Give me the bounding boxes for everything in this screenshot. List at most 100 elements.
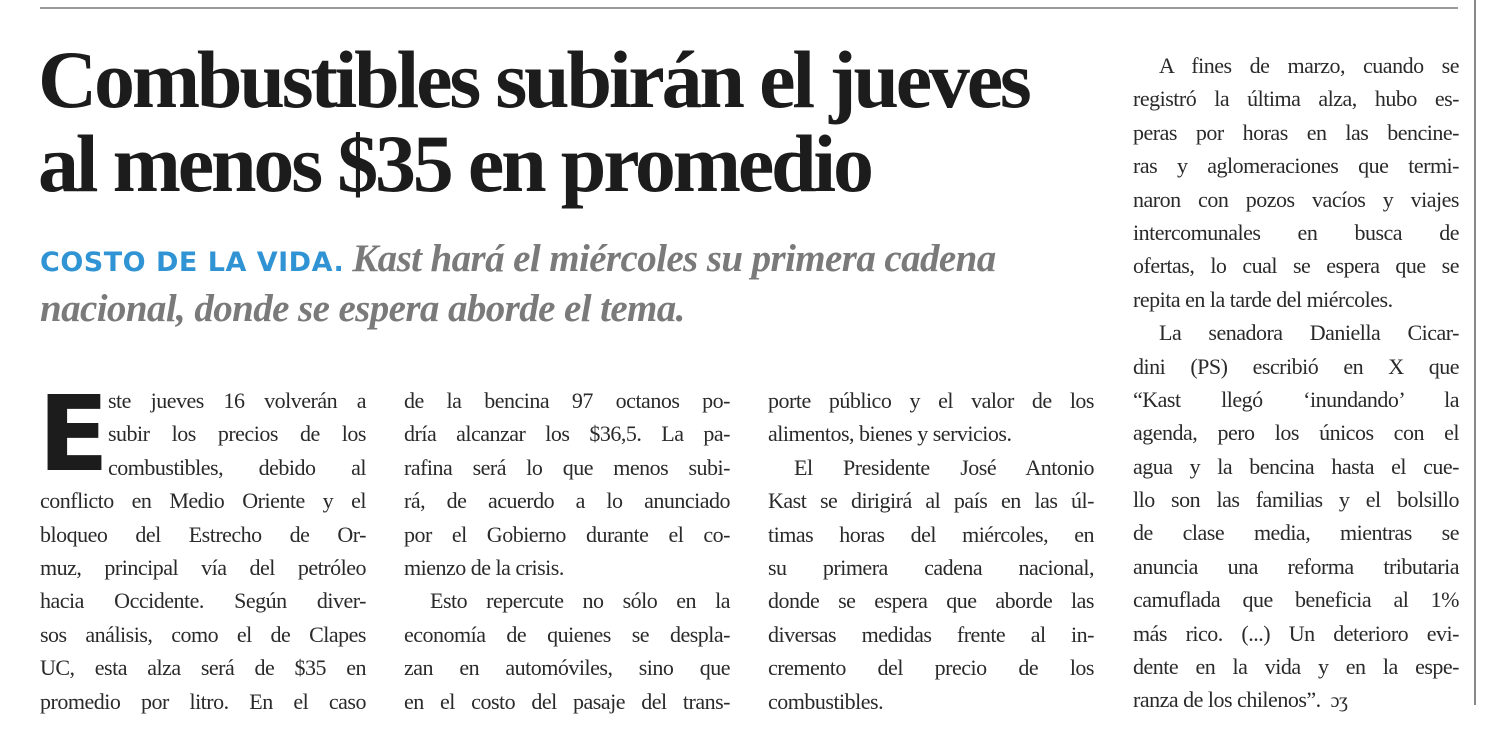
article-line: repita en la tarde del miércoles. (1133, 283, 1459, 316)
article-line: diversas medidas frente al in- (768, 618, 1095, 651)
article-line: sos análisis, como el de Clapes (40, 618, 367, 651)
article-line: anuncia una reforma tributaria (1133, 550, 1460, 583)
article-line-text: muz, principal vía del petróleo (40, 554, 367, 580)
headline-line-1: Combustibles subirán el jueves (38, 34, 1032, 125)
article-line: agenda, pero los únicos con el (1133, 416, 1460, 449)
article-line-text: ras y aglomeraciones que termi- (1133, 153, 1460, 179)
article-line-text: cremento del precio de los (768, 655, 1095, 681)
article-line: bloqueo del Estrecho de Or- (40, 518, 367, 551)
article-line: El Presidente José Antonio (768, 451, 1095, 484)
article-line: llo son las familias y el bolsillo (1133, 483, 1460, 516)
article-line-text: zan en automóviles, sino que (404, 655, 731, 681)
article-line-text: promedio por litro. En el caso (40, 688, 367, 714)
article-line: camuflada que beneficia al 1% (1133, 583, 1460, 616)
article-line: Kast se dirigirá al país en las úl- (768, 484, 1095, 517)
article-line-text: mienzo de la crisis. (404, 554, 564, 580)
article-column-1: E ste jueves 16 volverán a subir los prec… (38, 373, 367, 718)
article-line: en el costo del pasaje del trans- (404, 685, 731, 718)
article-line-text: porte público y el valor de los (768, 388, 1095, 413)
article-line: A fines de marzo, cuando se (1133, 49, 1460, 82)
article-line-text: Esto repercute no sólo en la (430, 588, 731, 614)
article-column-4: A fines de marzo, cuando se registró la ú… (1133, 49, 1460, 717)
article-line-text: hacia Occidente. Según diver- (40, 588, 367, 614)
article-line: mienzo de la crisis. (404, 551, 730, 584)
article-line-text: UC, esta alza será de $35 en (40, 655, 367, 681)
article-line-text: Kast se dirigirá al país en las úl- (768, 488, 1095, 514)
article-line: ranza de los chilenos”. ɔʒ (1133, 683, 1459, 716)
article-line: porte público y el valor de los (768, 384, 1095, 417)
article-line-text: La senadora Daniella Cicar- (1159, 320, 1460, 346)
article-line: conflicto en Medio Oriente y el (40, 484, 367, 517)
article-line-text: llo son las familias y el bolsillo (1133, 487, 1460, 513)
column-divider (1474, 0, 1476, 705)
article-line-text: de clase media, mientras se (1133, 520, 1460, 546)
article-line: ofertas, lo cual se espera que se (1133, 249, 1460, 282)
article-column-3: porte público y el valor de los alimentos… (768, 384, 1095, 718)
article-line: dría alcanzar los $36,5. La pa- (404, 417, 731, 450)
article-line: economía de quienes se despla- (404, 618, 731, 651)
article-line: rafina será lo que menos subi- (404, 451, 731, 484)
section-kicker: COSTO DE LA VIDA. (40, 247, 345, 278)
headline-line-2: al menos $35 en promedio (38, 118, 874, 209)
article-line-text: economía de quienes se despla- (404, 621, 731, 647)
article-line: cremento del precio de los (768, 651, 1095, 684)
article-line-text: conflicto en Medio Oriente y el (40, 488, 367, 514)
article-line-text: ofertas, lo cual se espera que se (1133, 253, 1460, 279)
article-line: zan en automóviles, sino que (404, 651, 731, 684)
article-line-text: diversas medidas frente al in- (768, 621, 1095, 647)
article-line-text: naron con pozos vacíos y viajes (1133, 186, 1460, 212)
article-line: intercomunales en busca de (1133, 216, 1460, 249)
article-line: combustibles, debido al (40, 451, 367, 484)
article-line: peras por horas en las bencine- (1133, 116, 1460, 149)
subtitle-text: Kast hará el miércoles su primera cadena… (40, 237, 996, 330)
end-mark-icon: ɔʒ (1330, 690, 1348, 713)
headline: Combustibles subirán el jueves al menos … (38, 38, 1108, 206)
article-line-text: dini (PS) escribió en X que (1133, 353, 1460, 379)
article-line-text: anuncia una reforma tributaria (1133, 553, 1460, 579)
article-column-2: de la bencina 97 octanos po-dría alcanza… (404, 384, 731, 718)
article-line-text: subir los precios de los (108, 421, 367, 447)
article-line: alimentos, bienes y servicios. (768, 417, 1094, 450)
article-line-text: por el Gobierno durante el co- (404, 521, 731, 547)
article-line: su primera cadena nacional, (768, 551, 1095, 584)
article-line-text: A fines de marzo, cuando se (1159, 53, 1460, 78)
article-line-text: agenda, pero los únicos con el (1133, 420, 1460, 446)
article-line-text: combustibles. (768, 688, 884, 714)
article-line-text: rafina será lo que menos subi- (404, 454, 731, 480)
article-line-text: El Presidente José Antonio (794, 454, 1095, 480)
article-line: Esto repercute no sólo en la (404, 584, 731, 617)
top-rule (40, 7, 1458, 9)
article-line: timas horas del miércoles, en (768, 518, 1095, 551)
article-line-text: de la bencina 97 octanos po- (404, 388, 731, 413)
article-line: La senadora Daniella Cicar- (1133, 316, 1460, 349)
article-line: combustibles. (768, 685, 1094, 718)
article-line: ste jueves 16 volverán a (40, 384, 367, 417)
article-line-text: timas horas del miércoles, en (768, 521, 1095, 547)
article-line: registró la última alza, hubo es- (1133, 82, 1460, 115)
article-line: dini (PS) escribió en X que (1133, 350, 1460, 383)
article-line-text: su primera cadena nacional, (768, 554, 1095, 580)
article-line-text: sos análisis, como el de Clapes (40, 621, 367, 647)
article-line-text: donde se espera que aborde las (768, 588, 1095, 614)
article-line: promedio por litro. En el caso (40, 685, 367, 718)
article-line: naron con pozos vacíos y viajes (1133, 183, 1460, 216)
article-line-text: combustibles, debido al (108, 454, 367, 480)
article-line-text: “Kast llegó ‘inundando’ la (1133, 386, 1460, 412)
article-line-text: camuflada que beneficia al 1% (1133, 587, 1460, 613)
article-line: hacia Occidente. Según diver- (40, 584, 367, 617)
article-line: UC, esta alza será de $35 en (40, 651, 367, 684)
article-line: más rico. (...) Un deterioro evi- (1133, 617, 1460, 650)
article-line: dente en la vida y en la espe- (1133, 650, 1460, 683)
article-line-text: rá, de acuerdo a lo anunciado (404, 488, 731, 514)
article-line-text: registró la última alza, hubo es- (1133, 86, 1460, 112)
subtitle: COSTO DE LA VIDA. Kast hará el miércoles … (40, 236, 1100, 332)
article-line-text: ste jueves 16 volverán a (108, 388, 367, 413)
article-line: subir los precios de los (40, 417, 367, 450)
article-line-text: agua y la bencina hasta el cue- (1133, 453, 1460, 479)
article-line-text: dría alcanzar los $36,5. La pa- (404, 421, 731, 447)
article-line: por el Gobierno durante el co- (404, 518, 731, 551)
article-line: donde se espera que aborde las (768, 584, 1095, 617)
article-line-text: intercomunales en busca de (1133, 219, 1460, 245)
article-line: de la bencina 97 octanos po- (404, 384, 731, 417)
drop-cap: E (38, 373, 110, 495)
